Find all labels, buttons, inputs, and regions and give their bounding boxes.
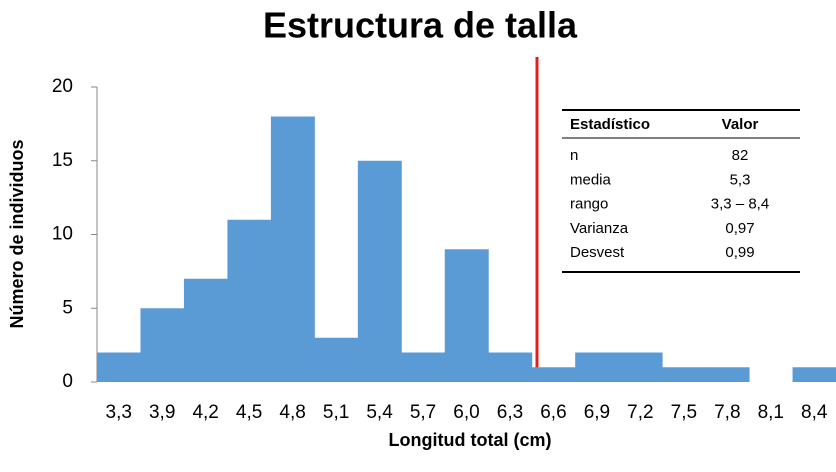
x-tick-label: 3,3 [106, 402, 132, 423]
table-header: Valor [722, 116, 759, 133]
x-tick-label: 7,5 [671, 402, 697, 423]
x-tick-label: 6,6 [540, 402, 566, 423]
table-cell: n [570, 147, 578, 164]
table-cell: Desvest [570, 244, 625, 261]
bar [227, 219, 272, 382]
x-tick-label: 8,1 [758, 402, 784, 423]
y-axis-label: Número de individuos [7, 139, 27, 328]
table-cell: 5,3 [730, 171, 751, 188]
table-cell: Varianza [570, 220, 629, 237]
y-tick-label: 20 [52, 76, 73, 97]
bar [183, 278, 228, 382]
bar [314, 337, 359, 382]
x-tick-label: 5,4 [366, 402, 393, 423]
x-tick-label: 4,5 [236, 402, 262, 423]
table-cell: 0,97 [725, 220, 754, 237]
x-tick-label: 4,8 [279, 402, 305, 423]
bar [357, 160, 402, 382]
bar [97, 352, 141, 382]
table-cell: rango [570, 196, 608, 213]
bar [401, 352, 446, 382]
x-tick-label: 6,3 [497, 402, 523, 423]
table-cell: 3,3 – 8,4 [711, 196, 769, 213]
y-tick-label: 10 [52, 224, 73, 245]
x-tick-label: 7,8 [714, 402, 740, 423]
chart-title: Estructura de talla [263, 5, 578, 46]
x-tick-label: 7,2 [627, 402, 653, 423]
x-tick-label: 5,1 [323, 402, 349, 423]
y-tick-label: 15 [52, 150, 73, 171]
y-tick-label: 0 [62, 371, 73, 392]
bar [270, 116, 315, 382]
y-tick-label: 5 [62, 297, 73, 318]
bar [444, 249, 489, 382]
x-tick-label: 6,0 [453, 402, 479, 423]
table-header: Estadístico [570, 116, 650, 133]
bar [618, 352, 663, 382]
table-cell: 0,99 [725, 244, 754, 261]
table-cell: 82 [732, 147, 749, 164]
bar [531, 367, 576, 382]
x-tick-label: 8,4 [801, 402, 828, 423]
bar [488, 352, 533, 382]
x-tick-label: 3,9 [149, 402, 175, 423]
x-axis-label: Longitud total (cm) [389, 430, 552, 450]
bar [575, 352, 620, 382]
bar [792, 367, 836, 382]
x-tick-label: 4,2 [192, 402, 218, 423]
bar [705, 367, 750, 382]
bar [140, 308, 185, 382]
x-tick-label: 5,7 [410, 402, 436, 423]
table-cell: media [570, 171, 612, 188]
bar [662, 367, 707, 382]
x-tick-label: 6,9 [584, 402, 610, 423]
